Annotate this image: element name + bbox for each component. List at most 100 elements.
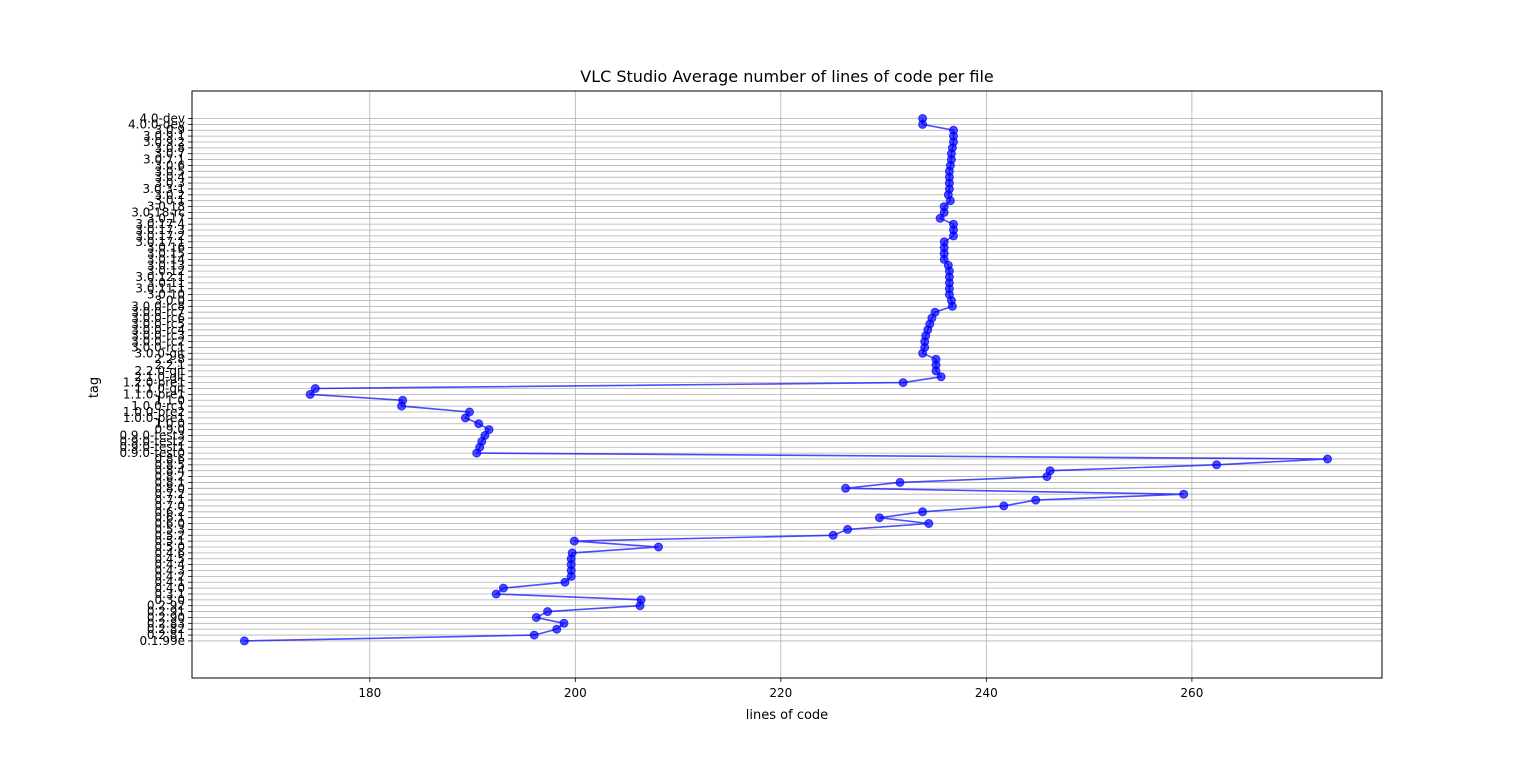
- y-tick-label: 4.0-dev: [139, 112, 185, 126]
- y-tick-label: 3.0.12.1: [135, 270, 185, 284]
- plot-area-frame: [191, 90, 1383, 679]
- y-tick-label: 3.0.0-rc8: [131, 299, 185, 313]
- y-tick-label: 1.1.0-pre1: [123, 387, 185, 401]
- data-point: [935, 213, 945, 223]
- y-tick-label: 3.0.8: [154, 141, 185, 155]
- y-tick-label: 0.8.6: [154, 452, 185, 466]
- data-point: [1031, 495, 1041, 505]
- y-tick-label: 3.0.17.2: [135, 229, 185, 243]
- y-tick-label: 0.7.1: [154, 493, 185, 507]
- y-tick-label: 1.0.0-pre1: [123, 411, 185, 425]
- y-tick-label: 0.4.0: [154, 581, 185, 595]
- y-tick-label: 0.6.2: [154, 505, 185, 519]
- x-tick-label: 200: [564, 686, 587, 700]
- y-tick-label: 3.0.0-rc1: [131, 340, 185, 354]
- y-tick-label: 3.0.3-1: [143, 182, 186, 196]
- series-layer: [239, 114, 1332, 646]
- y-tick-label: 3.0.9.1: [143, 129, 185, 143]
- y-tick-label: 3.0.0: [154, 293, 185, 307]
- y-tick-label: 1.0.0-rc1: [131, 399, 185, 413]
- y-tick-label: 0.6.0: [154, 517, 185, 531]
- data-point: [1179, 489, 1189, 499]
- y-tick-label: 0.2.81: [147, 628, 185, 642]
- y-tick-label: 1.1.0-git: [134, 382, 185, 396]
- y-tick-label: 3.0.7: [154, 147, 185, 161]
- y-tick-label: 3.0.0-git: [134, 346, 185, 360]
- y-tick-label: 0.4.5: [154, 552, 185, 566]
- y-tick-label: 0.5.2: [154, 528, 185, 542]
- y-tick-label: 0.9.0-test1: [119, 440, 185, 454]
- y-tick-label: 0.2.90: [147, 610, 185, 624]
- y-tick-label: 3.0.0-rc6: [131, 311, 185, 325]
- data-point: [945, 196, 955, 206]
- x-tick-label: 240: [975, 686, 998, 700]
- y-tick-label: 3.0.17.4: [135, 217, 185, 231]
- data-point: [559, 618, 569, 628]
- y-tick-label: 1.1.0: [154, 393, 185, 407]
- y-tick-label: 3.0.16: [147, 241, 185, 255]
- y-tick-label: 0.7.2: [154, 487, 185, 501]
- data-point: [918, 348, 928, 358]
- data-point: [310, 384, 320, 393]
- data-point: [397, 401, 407, 411]
- data-point: [936, 372, 946, 382]
- y-tick-label: 0.4.2: [154, 569, 185, 583]
- y-tick-label: 0.2.83: [147, 616, 185, 630]
- data-point: [569, 536, 579, 546]
- data-point: [474, 419, 484, 429]
- data-point: [460, 413, 470, 423]
- y-tick-label: 0.3.1: [154, 587, 185, 601]
- y-tick-label: 0.5.3: [154, 522, 185, 536]
- y-tick-label: 3.0.0-rc4: [131, 323, 185, 337]
- data-point: [498, 583, 508, 593]
- data-point: [931, 366, 941, 376]
- chart-title: VLC Studio Average number of lines of co…: [580, 67, 994, 86]
- data-point: [841, 483, 851, 493]
- y-tick-label: 0.2.91: [147, 605, 185, 619]
- y-tick-label: 2.2.8: [154, 352, 185, 366]
- data-point: [924, 519, 934, 528]
- x-axis: 180 200 220 240 260: [358, 678, 1203, 700]
- data-point: [918, 507, 928, 517]
- data-point: [1042, 472, 1052, 482]
- y-tick-label: 3.0.5: [154, 164, 185, 178]
- y-tick-label: 3.0.13: [147, 258, 185, 272]
- data-point: [305, 389, 315, 399]
- y-tick-label: 0.8.0: [154, 481, 185, 495]
- y-tick-label: 3.0.14: [147, 252, 185, 266]
- y-tick-label: 0.5.1: [154, 534, 185, 548]
- y-tick-label: 3.0.6: [154, 158, 185, 172]
- y-tick-label: 0.9.0-test3: [119, 428, 185, 442]
- data-point: [949, 231, 958, 241]
- data-point: [566, 571, 576, 581]
- y-tick-label: 0.4.4: [154, 558, 185, 572]
- y-tick-label: 3.0.1: [154, 194, 185, 208]
- y-tick-label: 3.0.9: [154, 123, 185, 137]
- data-point: [843, 524, 853, 534]
- y-tick-label: 3.0.15: [147, 247, 185, 261]
- y-tick-label: 3.0.10: [147, 288, 185, 302]
- y-tick-label: 3.0.3: [154, 176, 185, 190]
- y-tick-label: 1.2.0-pre1: [123, 376, 185, 390]
- y-tick-label: 2.2.0-git: [134, 364, 185, 378]
- data-point: [898, 378, 908, 388]
- data-point: [472, 448, 482, 458]
- x-axis-label: lines of code: [746, 708, 828, 723]
- y-tick-label: 0.9.0-test2: [119, 434, 185, 448]
- y-tick-label: 3.0.0-rc3: [131, 329, 185, 343]
- y-tick-label: 2.1.0-git: [134, 370, 185, 384]
- y-tick-label: 0.4.1: [154, 575, 185, 589]
- data-point: [491, 589, 501, 599]
- data-point: [654, 542, 663, 552]
- y-tick-label: 4.0.0-dev: [128, 117, 185, 131]
- y-tick-label: 0.4.3: [154, 563, 185, 577]
- y-tick-label: 1.0.0-pre2: [123, 405, 185, 419]
- data-point: [999, 501, 1009, 511]
- data-point: [875, 513, 884, 523]
- y-tick-label: 0.5.0: [154, 540, 185, 554]
- y-tick-label: 0.9.0: [154, 423, 185, 437]
- data-point: [1323, 454, 1332, 464]
- y-tick-label: 1.0.0: [154, 417, 185, 431]
- y-tick-label: 3.0.17.3: [135, 223, 185, 237]
